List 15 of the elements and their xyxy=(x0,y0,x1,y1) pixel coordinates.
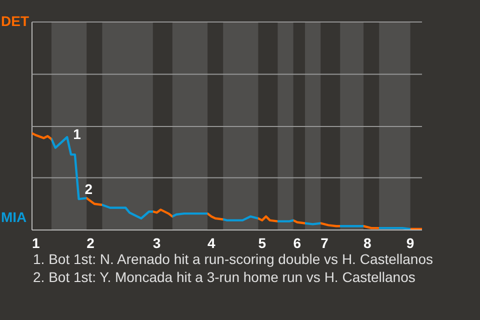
text: 1. Bot 1st: N. Arenado hit a run-scoring double vs H. Castellanos xyxy=(33,250,433,268)
x-tick-label: 9 xyxy=(406,234,414,251)
text: MIA xyxy=(1,209,27,225)
x-tick-label: 7 xyxy=(320,234,329,251)
x-tick-label: 1 xyxy=(32,234,40,251)
x-tick-label: 4 xyxy=(208,234,216,251)
x-tick-label: 2 xyxy=(86,234,95,251)
x-tick-label: 3 xyxy=(152,234,161,251)
text: DET xyxy=(1,13,29,29)
x-tick-label: 8 xyxy=(364,234,372,251)
annotation: 1 xyxy=(73,126,82,142)
annotation: 2 xyxy=(84,181,93,198)
x-tick-label: 6 xyxy=(293,234,302,251)
x-tick-label: 5 xyxy=(258,234,266,251)
text: 2. Bot 1st: Y. Moncada hit a 3-run home run vs H. Castellanos xyxy=(33,268,416,286)
